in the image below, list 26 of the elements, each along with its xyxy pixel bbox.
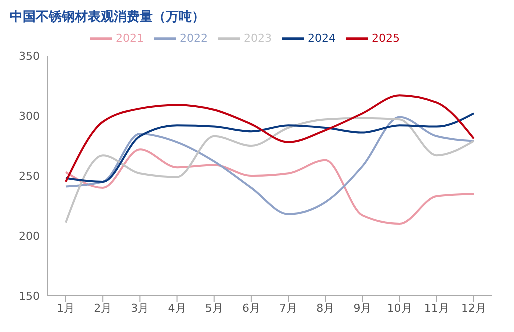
legend-label: 2023 bbox=[244, 32, 272, 46]
line-series bbox=[65, 148, 475, 225]
y-tick-label: 150 bbox=[19, 290, 40, 303]
x-tick-label: 7月 bbox=[280, 302, 298, 315]
y-tick-label: 300 bbox=[19, 110, 40, 123]
y-tick-label: 350 bbox=[19, 50, 40, 63]
x-tick-label: 12月 bbox=[462, 302, 486, 315]
line-series bbox=[65, 94, 475, 183]
chart-title: 中国不锈钢材表观消费量（万吨） bbox=[9, 9, 206, 27]
x-tick-label: 1月 bbox=[57, 302, 75, 315]
legend-label: 2025 bbox=[372, 32, 400, 46]
x-tick-label: 6月 bbox=[242, 302, 260, 315]
x-tick-label: 10月 bbox=[387, 302, 412, 315]
legend-label: 2024 bbox=[308, 32, 336, 46]
x-tick-label: 8月 bbox=[316, 302, 335, 315]
x-tick-label: 11月 bbox=[424, 302, 450, 315]
legend-label: 2021 bbox=[116, 32, 144, 46]
x-tick-label: 2月 bbox=[94, 302, 112, 315]
line-series bbox=[65, 112, 475, 183]
legend-label: 2022 bbox=[180, 32, 208, 46]
y-tick-label: 250 bbox=[19, 170, 40, 183]
x-tick-label: 4月 bbox=[168, 302, 186, 315]
x-tick-label: 9月 bbox=[354, 302, 372, 315]
x-tick-label: 5月 bbox=[205, 302, 224, 315]
y-tick-label: 200 bbox=[19, 230, 40, 243]
x-tick-label: 3月 bbox=[131, 302, 150, 315]
